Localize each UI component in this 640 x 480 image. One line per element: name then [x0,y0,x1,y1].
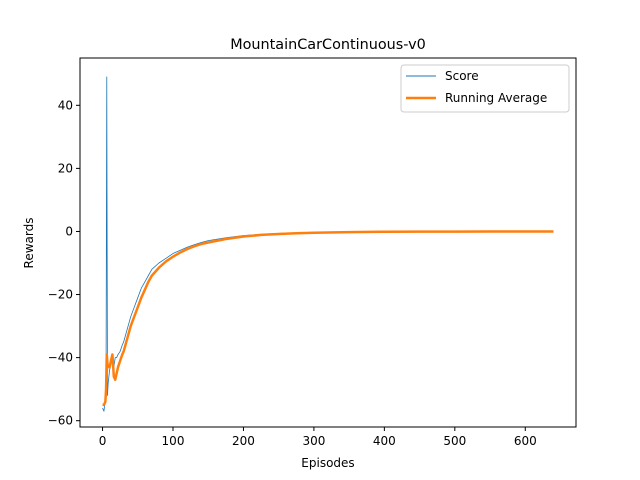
y-tick-label: −20 [48,288,73,302]
plot-frame [79,57,577,428]
legend: Score Running Average [400,64,570,113]
legend-label-running-average: Running Average [445,91,547,105]
x-tick-label: 300 [302,434,325,448]
chart-title: MountainCarContinuous-v0 [230,37,426,53]
x-tick-label: 0 [99,434,107,448]
series-line-running-average [102,230,554,407]
legend-label-score: Score [445,69,479,83]
x-tick-label: 400 [373,434,396,448]
y-tick-label: 40 [58,98,73,112]
y-tick-label: −40 [48,351,73,365]
y-axis: −60 −40 −20 0 20 40 [48,98,80,428]
x-tick-label: 600 [514,434,537,448]
y-tick-label: −60 [48,414,73,428]
legend-box [400,64,570,113]
y-axis-label: Rewards [22,218,36,269]
y-tick-label: 20 [58,161,73,175]
series-layer [102,76,554,412]
x-axis-label: Episodes [301,456,354,470]
x-tick-label: 100 [162,434,185,448]
x-tick-label: 200 [232,434,255,448]
x-tick-label: 500 [443,434,466,448]
x-axis: 0 100 200 300 400 500 600 [99,427,537,448]
y-tick-label: 0 [65,224,73,238]
